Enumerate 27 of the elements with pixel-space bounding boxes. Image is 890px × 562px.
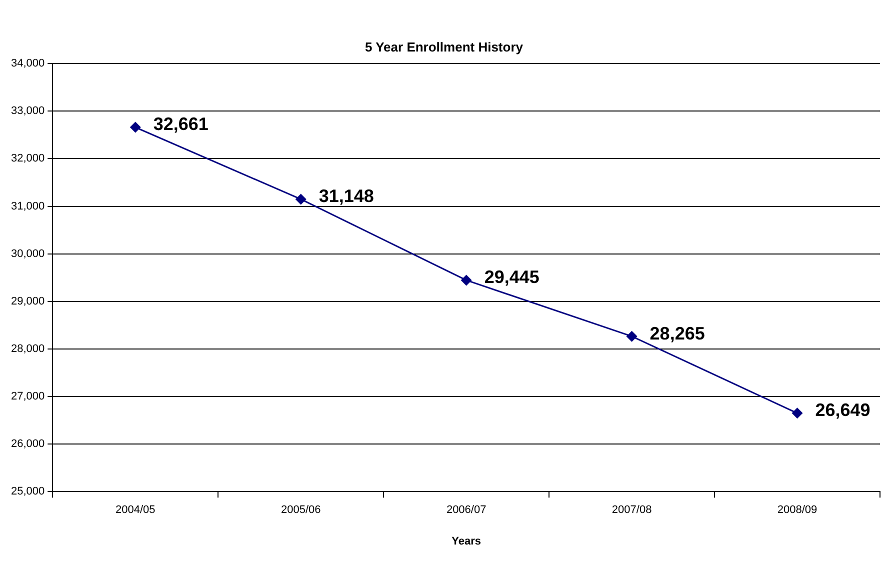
point (792, 408, 803, 419)
data-label: 32,661 (153, 114, 208, 134)
y-tick-label: 32,000 (10, 152, 45, 165)
point (295, 194, 306, 205)
x-tick-label: 2008/09 (777, 504, 818, 516)
y-tick-label: 27,000 (10, 390, 45, 403)
data-label: 31,148 (318, 186, 374, 206)
chart-title: 5 Year Enrollment History (365, 39, 524, 54)
data-label: 28,265 (650, 323, 705, 344)
y-tick-label: 28,000 (10, 342, 45, 355)
point (626, 330, 638, 342)
y-tick-label: 33,000 (10, 105, 45, 118)
point (460, 274, 472, 286)
y-tick-label: 30,000 (10, 248, 45, 260)
y-tick-label: 25,000 (10, 486, 45, 498)
x-tick-label: 2006/07 (446, 504, 486, 516)
y-tick-label: 31,000 (10, 200, 45, 212)
x-tick-label: 2007/08 (612, 504, 652, 516)
data-label: 29,445 (484, 267, 540, 288)
y-tick-label: 29,000 (10, 295, 45, 308)
x-tick-label: 2005/06 (280, 504, 321, 516)
point (130, 122, 141, 133)
y-tick-label: 26,000 (10, 438, 45, 450)
x-tick-label: 2004/05 (115, 504, 156, 516)
y-tick-label: 34,000 (10, 58, 45, 70)
x-axis-title: Years (452, 535, 482, 548)
data-label: 26,649 (815, 400, 870, 420)
